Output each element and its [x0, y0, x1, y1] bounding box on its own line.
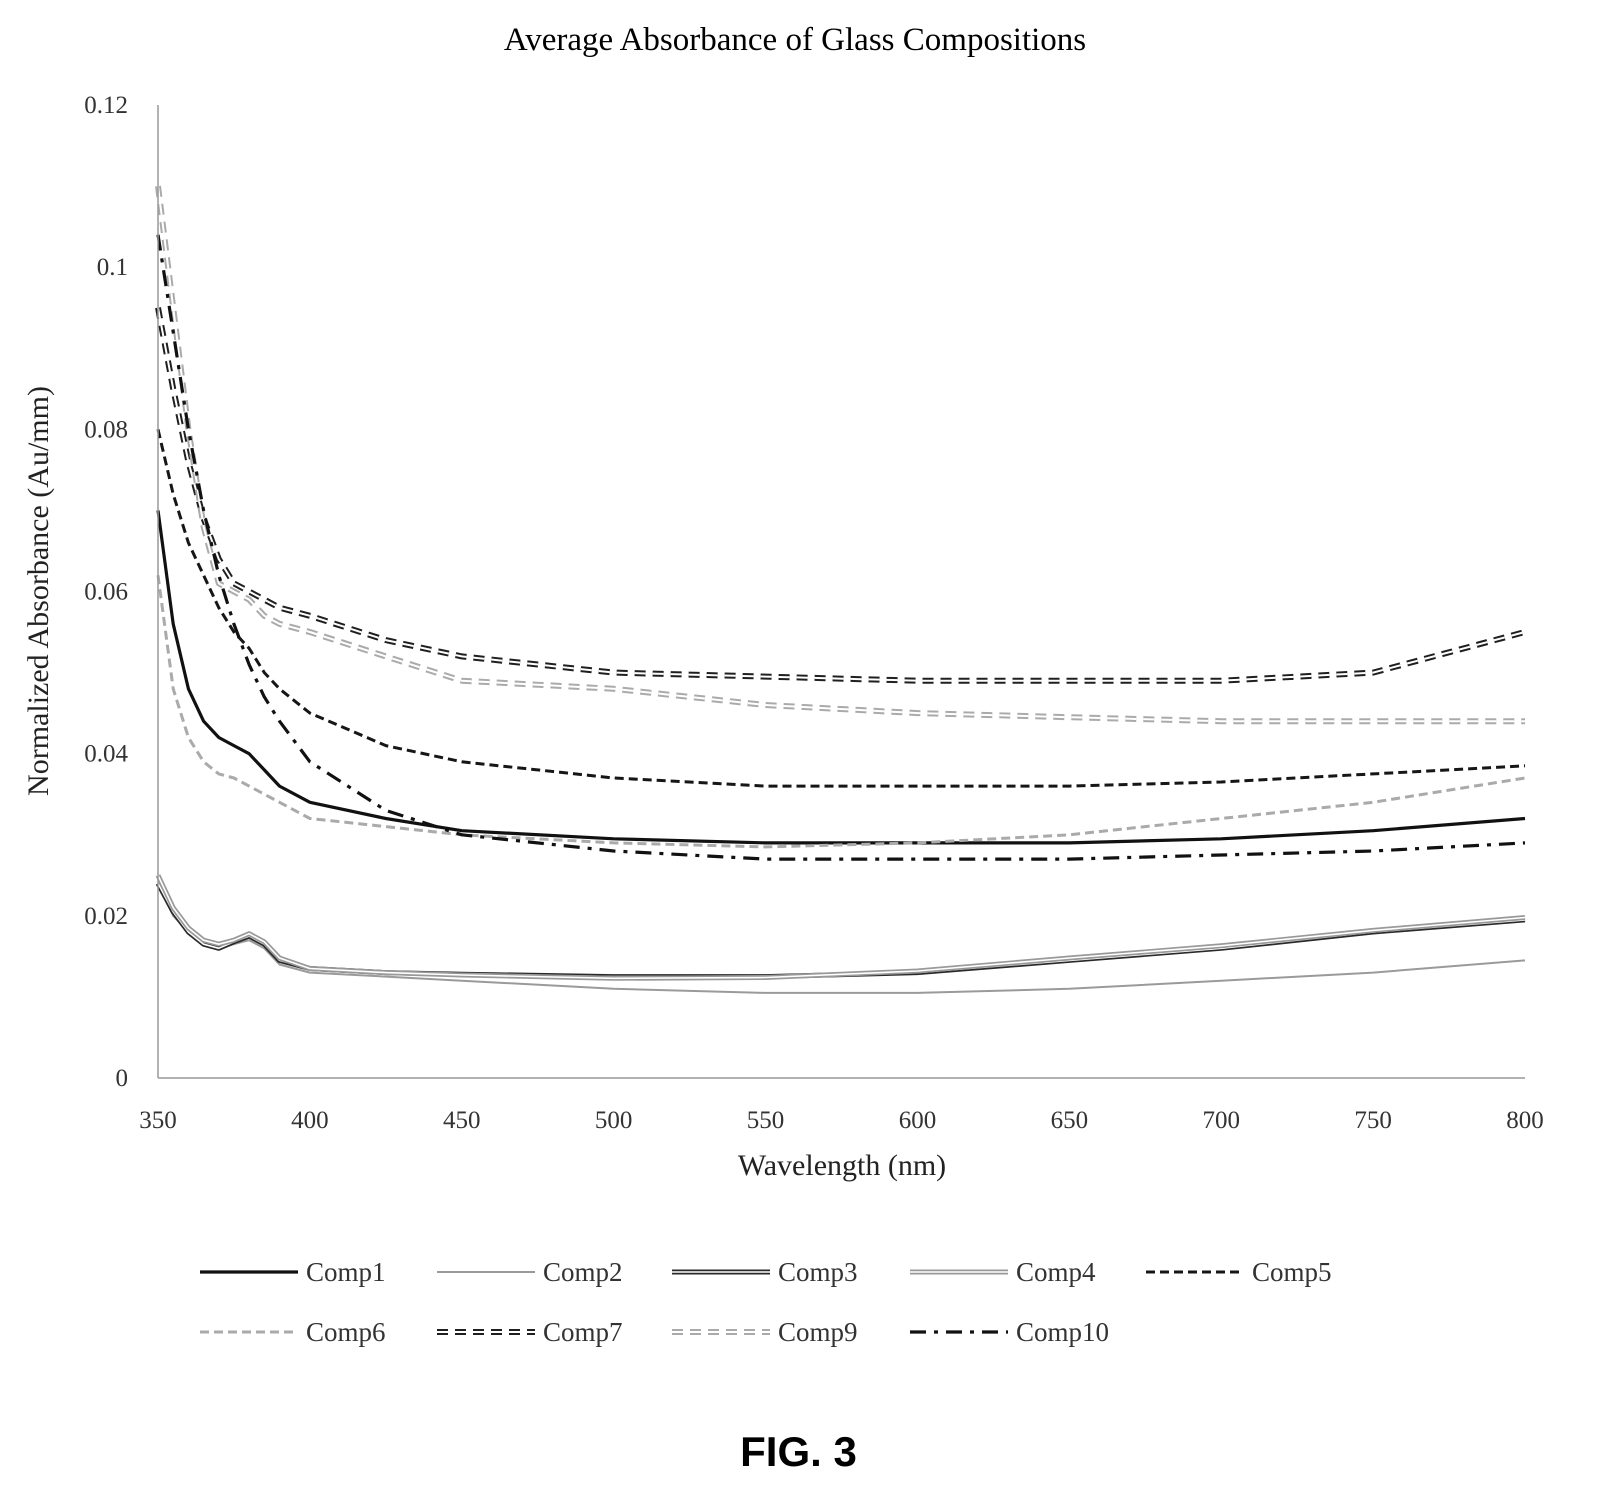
figure-caption: FIG. 3: [740, 1428, 857, 1475]
series-line-comp7: [155, 307, 1526, 684]
legend-label: Comp5: [1252, 1257, 1332, 1287]
y-tick-label: 0: [116, 1065, 129, 1092]
legend-label: Comp4: [1016, 1257, 1096, 1287]
x-tick-label: 700: [1202, 1107, 1240, 1134]
x-axis-label: Wavelength (nm): [738, 1149, 946, 1182]
y-tick-label: 0.04: [84, 741, 128, 768]
y-axis-label: Normalized Absorbance (Au/mm): [22, 386, 55, 796]
y-tick-labels: 0 0.02 0.04 0.06 0.08 0.1 0.12: [84, 92, 128, 1092]
series-line-comp10: [156, 234, 1526, 861]
y-tick-label: 0.02: [84, 903, 128, 930]
legend-item-comp3: Comp3: [672, 1257, 858, 1287]
plot-area: [155, 185, 1526, 994]
series-line-comp5: [156, 428, 1526, 788]
legend-label: Comp3: [778, 1257, 858, 1287]
x-tick-label: 600: [899, 1107, 937, 1134]
series-line-comp6: [156, 575, 1526, 849]
legend-label: Comp7: [543, 1317, 623, 1347]
x-tick-label: 650: [1051, 1107, 1089, 1134]
legend-label: Comp2: [543, 1257, 623, 1287]
x-tick-label: 450: [443, 1107, 481, 1134]
x-tick-label: 550: [747, 1107, 785, 1134]
y-tick-label: 0.06: [84, 579, 128, 606]
legend-item-comp1: Comp1: [200, 1257, 386, 1287]
legend-item-comp10: Comp10: [910, 1317, 1109, 1347]
y-tick-label: 0.08: [84, 416, 128, 443]
y-tick-label: 0.12: [84, 92, 128, 119]
legend-label: Comp6: [306, 1317, 386, 1347]
legend-label: Comp9: [778, 1317, 858, 1347]
x-tick-label: 750: [1354, 1107, 1392, 1134]
series-line-comp9: [155, 185, 1525, 725]
legend-item-comp2: Comp2: [437, 1257, 623, 1287]
legend-item-comp6: Comp6: [200, 1317, 386, 1347]
x-tick-label: 400: [291, 1107, 329, 1134]
x-tick-label: 800: [1506, 1107, 1544, 1134]
absorbance-chart: Average Absorbance of Glass Compositions…: [22, 22, 1544, 1347]
legend-item-comp9: Comp9: [672, 1317, 858, 1347]
chart-title: Average Absorbance of Glass Compositions: [504, 22, 1086, 58]
x-tick-label: 350: [139, 1107, 177, 1134]
legend-label: Comp1: [306, 1257, 386, 1287]
series-line-comp4: [155, 874, 1526, 981]
legend-item-comp5: Comp5: [1146, 1257, 1332, 1287]
series-line-comp1: [156, 510, 1526, 845]
y-tick-label: 0.1: [97, 254, 128, 281]
series-line-comp3: [155, 882, 1526, 980]
legend-label: Comp10: [1016, 1317, 1109, 1347]
legend-item-comp4: Comp4: [910, 1257, 1096, 1287]
legend-item-comp7: Comp7: [437, 1317, 623, 1347]
x-tick-label: 500: [595, 1107, 633, 1134]
x-tick-labels: 350 400 450 500 550 600 650 700 750 800: [139, 1107, 1544, 1134]
legend: Comp1 Comp2 Comp3 Comp4 Comp5 Comp6 Comp7 Comp9…: [200, 1257, 1332, 1347]
